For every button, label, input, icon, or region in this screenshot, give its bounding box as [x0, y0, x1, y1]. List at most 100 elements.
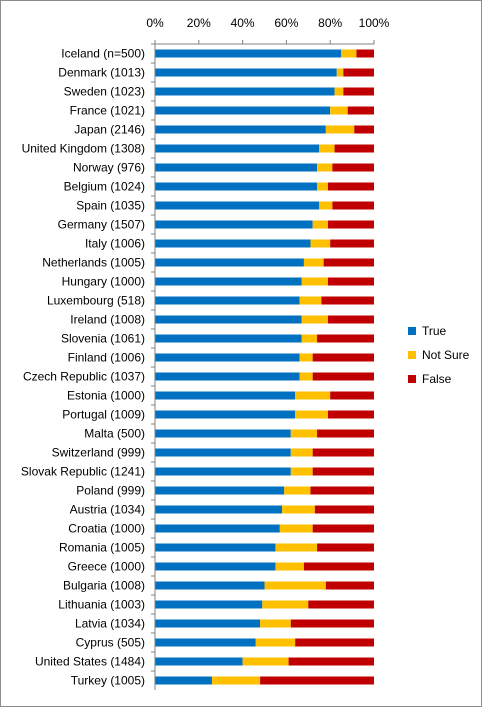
bar-segment-true — [155, 562, 276, 571]
x-tick-label: 20% — [187, 16, 211, 30]
bar-segment-false — [290, 619, 374, 628]
bar-segment-true — [155, 410, 296, 419]
y-tick-label: Netherlands (1005) — [42, 256, 145, 270]
bar-segment-false — [354, 125, 374, 134]
bar-segment-false — [323, 258, 374, 267]
y-tick-label: Latvia (1034) — [75, 617, 145, 631]
bar-segment-true — [155, 372, 300, 381]
y-tick-label: Cyprus (505) — [76, 636, 145, 650]
bar-segment-true — [155, 239, 311, 248]
bar-segment-not-sure — [325, 125, 355, 134]
bar-segment-true — [155, 315, 302, 324]
bar-segment-false — [343, 87, 374, 96]
y-tick-label: Japan (2146) — [74, 123, 145, 137]
bar-segment-not-sure — [299, 296, 322, 305]
bar-segment-not-sure — [262, 600, 309, 609]
bar-segment-false — [314, 505, 374, 514]
bar-segment-true — [155, 106, 331, 115]
bar-segment-false — [312, 467, 374, 476]
bar-segment-true — [155, 182, 318, 191]
bar-segment-false — [295, 638, 374, 647]
legend-swatch — [408, 375, 416, 383]
bar-segment-false — [325, 581, 374, 590]
bar-segment-true — [155, 353, 300, 362]
bar-segment-not-sure — [310, 239, 331, 248]
y-tick-label: Croatia (1000) — [68, 522, 145, 536]
bar-segment-true — [155, 296, 300, 305]
bar-segment-false — [260, 676, 374, 685]
y-tick-label: Slovak Republic (1241) — [21, 465, 145, 479]
y-tick-label: United Kingdom (1308) — [22, 142, 145, 156]
y-tick-label: Germany (1507) — [58, 218, 145, 232]
y-tick-label: Romania (1005) — [59, 541, 145, 555]
bar-segment-not-sure — [317, 182, 329, 191]
bar-segment-true — [155, 144, 320, 153]
bar-segment-false — [328, 182, 374, 191]
bar-segment-false — [332, 163, 374, 172]
bar-segment-not-sure — [275, 562, 304, 571]
legend: True Not Sure False — [408, 324, 470, 386]
y-tick-label: United States (1484) — [35, 655, 145, 669]
bar-segment-not-sure — [284, 486, 311, 495]
bar-segment-true — [155, 486, 285, 495]
y-tick-label: Poland (999) — [76, 484, 145, 498]
y-tick-label: Italy (1006) — [85, 237, 145, 251]
bars — [155, 49, 374, 685]
bar-segment-not-sure — [260, 619, 291, 628]
bar-segment-not-sure — [275, 543, 318, 552]
bar-segment-false — [317, 543, 374, 552]
legend-label: Not Sure — [422, 348, 470, 362]
y-tick-label: Luxembourg (518) — [47, 294, 145, 308]
bar-segment-false — [356, 49, 374, 58]
bar-segment-true — [155, 448, 291, 457]
bar-segment-false — [312, 353, 374, 362]
y-tick-label: Slovenia (1061) — [61, 332, 145, 346]
y-tick-label: Switzerland (999) — [52, 446, 145, 460]
y-tick-label: Czech Republic (1037) — [23, 370, 145, 384]
bar-segment-not-sure — [330, 106, 348, 115]
bar-segment-not-sure — [242, 657, 289, 666]
y-tick-label: Iceland (n=500) — [61, 47, 145, 61]
bar-segment-true — [155, 258, 304, 267]
bar-segment-true — [155, 657, 243, 666]
bar-segment-true — [155, 201, 320, 210]
y-tick-label: Finland (1006) — [68, 351, 145, 365]
bar-segment-not-sure — [282, 505, 315, 514]
bar-segment-not-sure — [334, 87, 344, 96]
bar-segment-false — [312, 372, 374, 381]
bar-segment-true — [155, 543, 276, 552]
bar-segment-not-sure — [301, 315, 329, 324]
bar-segment-not-sure — [319, 144, 335, 153]
bar-segment-false — [347, 106, 374, 115]
y-tick-label: Turkey (1005) — [71, 674, 145, 688]
bar-segment-not-sure — [299, 372, 313, 381]
x-tick-label: 100% — [359, 16, 390, 30]
y-tick-label: Belgium (1024) — [64, 180, 145, 194]
bar-segment-not-sure — [295, 391, 331, 400]
x-tick-label: 60% — [274, 16, 298, 30]
bar-segment-true — [155, 220, 313, 229]
y-tick-label: Lithuania (1003) — [58, 598, 145, 612]
bar-segment-false — [312, 448, 374, 457]
bar-segment-false — [308, 600, 374, 609]
legend-label: False — [422, 372, 452, 386]
bar-segment-true — [155, 277, 302, 286]
x-tick-label: 40% — [231, 16, 255, 30]
bar-segment-not-sure — [301, 277, 329, 286]
bar-segment-not-sure — [341, 49, 357, 58]
y-axis-labels: Iceland (n=500) Denmark (1013) Sweden (102… — [21, 43, 155, 688]
bar-segment-true — [155, 125, 326, 134]
bar-segment-not-sure — [303, 258, 324, 267]
bar-segment-not-sure — [295, 410, 329, 419]
y-tick-label: Estonia (1000) — [67, 389, 145, 403]
bar-segment-false — [328, 410, 374, 419]
bar-segment-not-sure — [211, 676, 261, 685]
bar-segment-true — [155, 87, 335, 96]
y-tick-label: Ireland (1008) — [70, 313, 145, 327]
y-tick-label: Hungary (1000) — [62, 275, 145, 289]
bar-segment-true — [155, 467, 291, 476]
bar-segment-not-sure — [312, 220, 329, 229]
bar-segment-true — [155, 163, 318, 172]
bar-segment-true — [155, 49, 342, 58]
